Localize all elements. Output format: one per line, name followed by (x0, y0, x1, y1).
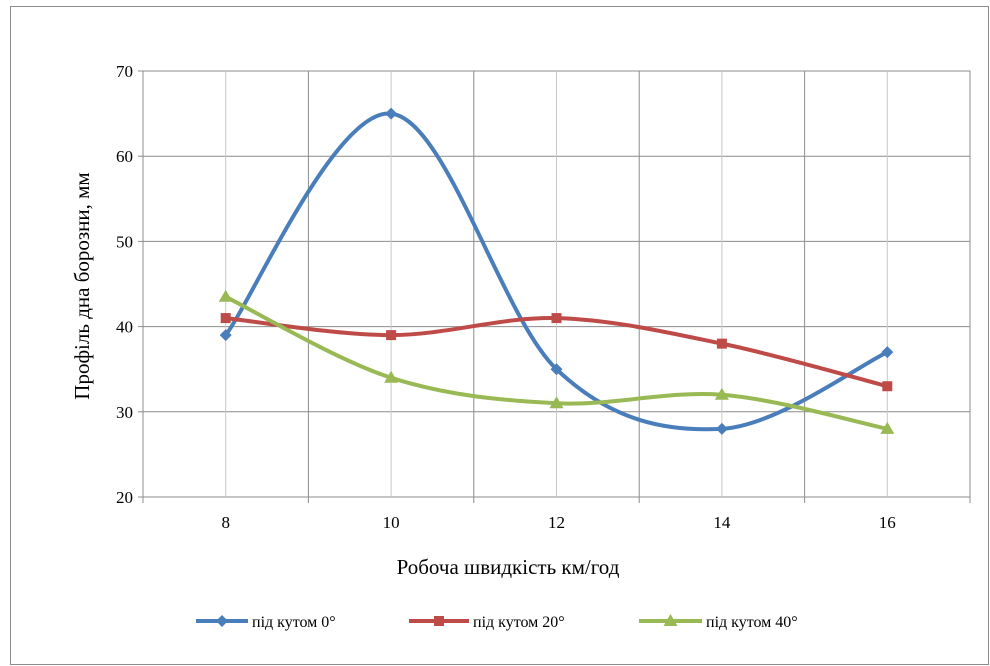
x-tick-label: 12 (548, 513, 565, 532)
data-point (218, 289, 233, 302)
series-1 (220, 313, 893, 392)
x-tick-label: 16 (879, 513, 896, 532)
data-point (881, 346, 894, 359)
legend-marker (216, 615, 228, 627)
legend-label: під кутом 0° (252, 614, 336, 631)
legend-label: під кутом 40° (706, 614, 798, 631)
legend-item-0: під кутом 0° (196, 614, 336, 631)
data-point (716, 338, 727, 349)
data-point (715, 422, 728, 435)
legend-item-2: під кутом 40° (639, 614, 798, 631)
data-point (550, 363, 563, 376)
y-tick-label: 40 (116, 318, 133, 337)
y-tick-label: 20 (116, 488, 133, 507)
x-axis-title: Робоча швидкість км/год (397, 555, 620, 579)
x-tick-label: 14 (713, 513, 731, 532)
data-point (386, 330, 397, 341)
data-point (219, 329, 232, 342)
x-tick-label: 8 (221, 513, 230, 532)
legend-label: під кутом 20° (473, 614, 565, 631)
legend-item-1: під кутом 20° (409, 614, 565, 631)
data-point (384, 370, 399, 383)
y-tick-label: 60 (116, 147, 133, 166)
data-point (549, 396, 564, 409)
legend: під кутом 0° під кутом 20° під кутом 40° (196, 614, 798, 631)
series-2 (218, 289, 895, 434)
grid (142, 70, 971, 498)
data-point (714, 387, 729, 400)
series-layer (218, 107, 895, 435)
y-axis-title: Профіль дна борозни, мм (70, 172, 94, 399)
legend-marker (434, 616, 444, 626)
axes: 20 30 40 50 60 70 8 10 12 14 16 (116, 62, 971, 532)
y-tick-label: 50 (116, 232, 133, 251)
series-line (224, 111, 889, 432)
data-point (880, 421, 895, 434)
x-tick-label: 10 (383, 513, 400, 532)
data-point (385, 107, 398, 120)
y-tick-label: 30 (116, 403, 133, 422)
data-point (551, 313, 562, 324)
y-tick-label: 70 (116, 62, 133, 81)
data-point (882, 381, 893, 392)
chart-frame (10, 6, 989, 665)
legend-marker (663, 614, 678, 626)
series-0 (219, 107, 894, 435)
data-point (220, 313, 231, 324)
